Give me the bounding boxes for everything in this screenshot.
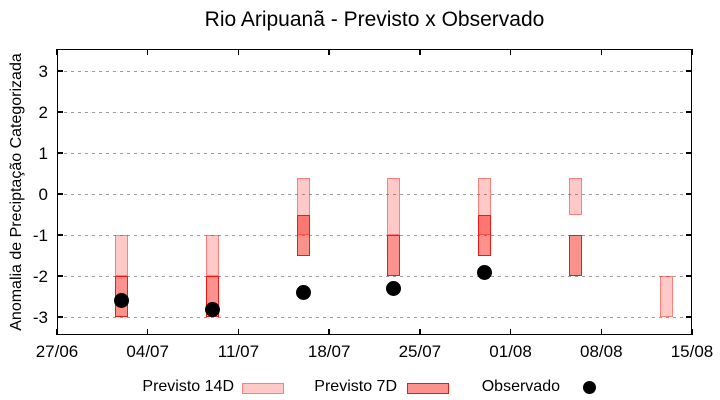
gridline — [57, 316, 692, 318]
y-tick-label: -3 — [32, 308, 48, 328]
y-tick-label: -1 — [32, 226, 48, 246]
observado-point — [205, 301, 220, 317]
y-tick-mark — [57, 275, 63, 277]
y-tick-mark — [57, 111, 63, 113]
gridline — [57, 275, 692, 277]
y-tick-mark-right — [686, 275, 692, 277]
y-tick-label: 0 — [38, 185, 48, 205]
x-axis-tick-labels: 27/06 04/07 11/07 18/07 25/07 01/08 08/08 15/08 — [0, 342, 720, 362]
y-tick-label: 1 — [38, 144, 48, 164]
x-tick-label: 25/07 — [398, 342, 442, 361]
observado-point — [477, 264, 493, 280]
chart-title: Rio Aripuanã - Previsto x Observado — [204, 8, 545, 31]
plot-frame — [57, 49, 692, 335]
bar-previsto-14d — [115, 235, 129, 277]
bar-previsto-7d — [387, 235, 401, 277]
gridline — [57, 152, 692, 154]
x-tick-label: 11/07 — [217, 342, 260, 361]
gridline — [57, 70, 692, 72]
gridline — [57, 234, 692, 236]
legend-observado-dot-icon — [583, 381, 596, 394]
legend-label-previsto-7d: Previsto 7D — [314, 378, 397, 395]
x-tick-mark — [691, 329, 693, 335]
y-tick-mark — [57, 193, 63, 195]
x-tick-mark-top — [419, 49, 421, 55]
observado-point — [114, 293, 130, 309]
y-tick-mark-right — [686, 70, 692, 72]
y-axis-tick-labels: 3 2 1 0 -1 -2 -3 — [0, 0, 56, 400]
x-tick-mark — [146, 329, 149, 335]
y-tick-mark — [57, 234, 63, 236]
bar-previsto-7d — [296, 214, 310, 256]
x-tick-mark — [328, 329, 330, 335]
bar-previsto-14d — [659, 276, 673, 318]
bar-previsto-7d — [478, 214, 492, 256]
plot-area — [56, 49, 693, 335]
x-tick-label: 08/08 — [580, 342, 623, 361]
legend-swatch-previsto-7d-icon — [407, 383, 449, 394]
bar-previsto-7d — [568, 235, 582, 277]
y-tick-mark — [57, 70, 63, 72]
x-tick-mark-top — [600, 49, 603, 55]
observado-point — [386, 281, 402, 296]
bar-previsto-14d — [387, 177, 401, 236]
bar-previsto-14d — [206, 235, 219, 277]
y-tick-mark — [57, 152, 63, 154]
legend-swatch-previsto-14d-icon — [242, 383, 284, 394]
gridline — [57, 111, 692, 113]
x-tick-mark-top — [146, 49, 149, 55]
x-tick-mark-top — [509, 49, 512, 55]
bar-previsto-14d — [568, 177, 582, 215]
x-tick-mark — [237, 329, 240, 335]
y-tick-mark — [57, 316, 63, 318]
x-tick-label: 04/07 — [126, 342, 169, 361]
legend-label-observado: Observado — [481, 378, 560, 395]
y-tick-label: -2 — [32, 267, 48, 287]
x-tick-mark-top — [237, 49, 240, 55]
x-tick-mark-top — [328, 49, 330, 55]
y-tick-mark-right — [686, 111, 692, 113]
x-tick-mark-top — [691, 49, 693, 55]
gridline — [57, 193, 692, 195]
observado-point — [295, 285, 311, 301]
x-tick-label: 15/08 — [670, 342, 714, 361]
y-tick-label: 3 — [38, 62, 48, 82]
x-tick-label: 27/06 — [35, 342, 79, 361]
y-tick-mark-right — [686, 234, 692, 236]
x-tick-mark — [56, 329, 58, 335]
y-tick-mark-right — [686, 152, 692, 154]
legend-label-previsto-14d: Previsto 14D — [142, 378, 234, 395]
y-tick-mark-right — [686, 316, 692, 318]
x-tick-mark — [419, 329, 421, 335]
y-tick-mark-right — [686, 193, 692, 195]
x-tick-mark — [509, 329, 512, 335]
x-tick-mark-top — [56, 49, 58, 55]
x-tick-label: 01/08 — [489, 342, 532, 361]
x-tick-label: 18/07 — [307, 342, 351, 361]
y-tick-label: 2 — [38, 103, 48, 123]
x-tick-mark — [600, 329, 603, 335]
